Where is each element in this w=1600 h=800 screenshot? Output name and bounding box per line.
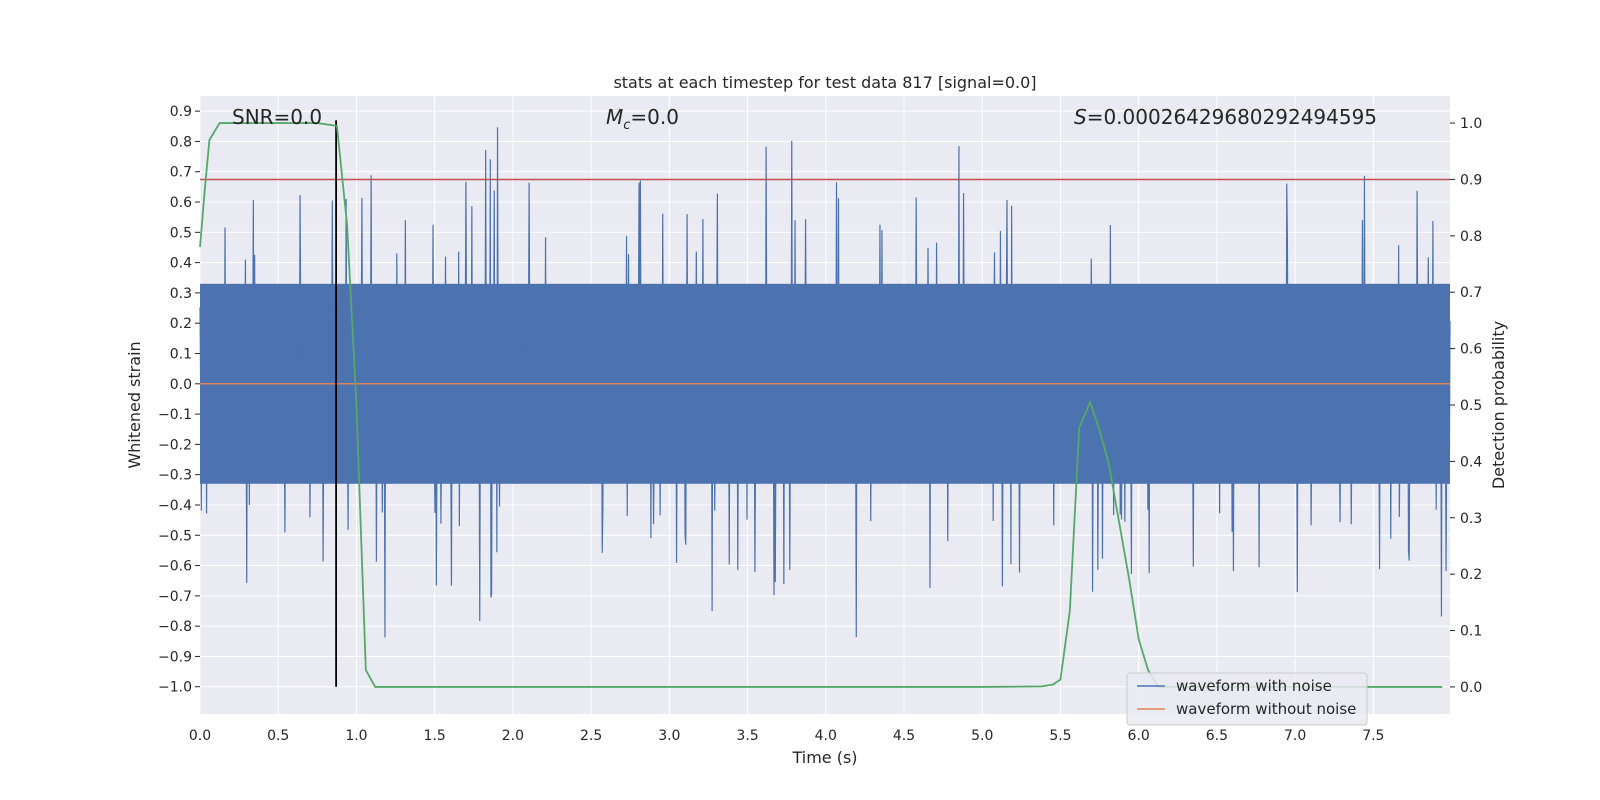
probability-line — [199, 122, 1443, 688]
y-tick-label: 0.0 — [170, 377, 192, 393]
y-tick-label: 0.9 — [170, 104, 192, 120]
y-tick-label: −0.6 — [158, 559, 192, 575]
y2-tick-label: 1.0 — [1460, 116, 1482, 132]
y2-tick-label: 0.1 — [1460, 624, 1482, 640]
x-tick-label: 7.0 — [1284, 728, 1306, 744]
x-tick-label: 5.0 — [971, 728, 993, 744]
x-axis-label: Time (s) — [791, 748, 857, 767]
legend-box — [1126, 672, 1368, 726]
y2-tick-label: 0.9 — [1460, 172, 1482, 188]
s-annotation: S=0.00026429680292494595 — [1074, 105, 1377, 129]
snr-annotation: SNR=0.0 — [232, 105, 322, 129]
x-tick-label: 1.5 — [424, 728, 446, 744]
noise-line — [199, 127, 1451, 638]
y2-tick-label: 0.5 — [1460, 398, 1482, 414]
legend-label-noise: waveform with noise — [1176, 677, 1332, 695]
y-axis-right-ticks: 1.0 0.9 0.8 0.7 0.6 0.5 0.4 0.3 0.2 0.1 0.0 — [1450, 116, 1482, 696]
x-tick-label: 6.0 — [1128, 728, 1150, 744]
y2-axis-label: Detection probability — [1489, 321, 1508, 489]
chart-title: stats at each timestep for test data 817… — [613, 73, 1036, 92]
y2-tick-label: 0.7 — [1460, 285, 1482, 301]
x-tick-label: 5.5 — [1049, 728, 1071, 744]
y-tick-label: 0.6 — [170, 195, 192, 211]
x-tick-label: 1.0 — [345, 728, 367, 744]
y-tick-label: 0.5 — [170, 225, 192, 241]
x-tick-label: 7.5 — [1362, 728, 1384, 744]
y-axis-left-ticks: 0.9 0.8 0.7 0.6 0.5 0.4 0.3 0.2 0.1 0.0 −0.1 −0.2 −0… — [158, 104, 200, 696]
y-tick-label: −0.8 — [158, 619, 192, 635]
y2-tick-label: 0.8 — [1460, 229, 1482, 245]
legend: waveform with noise waveform without noi… — [1126, 672, 1368, 726]
y-tick-label: 0.7 — [170, 165, 192, 181]
x-tick-label: 3.5 — [736, 728, 758, 744]
y-tick-label: 0.2 — [170, 316, 192, 332]
x-tick-label: 4.0 — [815, 728, 837, 744]
y-tick-label: 0.4 — [170, 256, 192, 272]
legend-label-clean: waveform without noise — [1176, 700, 1356, 718]
s-symbol: S — [1074, 105, 1087, 129]
chirp-mass-subscript: c — [623, 118, 630, 133]
x-tick-label: 2.0 — [502, 728, 524, 744]
series-detection-probability — [199, 122, 1443, 688]
y-tick-label: −0.9 — [158, 649, 192, 665]
x-tick-label: 0.5 — [267, 728, 289, 744]
y-tick-label: −0.5 — [158, 528, 192, 544]
chirp-mass-value: =0.0 — [630, 105, 679, 129]
y-tick-label: 0.1 — [170, 347, 192, 363]
y2-tick-label: 0.4 — [1460, 454, 1482, 470]
x-tick-label: 2.5 — [580, 728, 602, 744]
x-tick-label: 0.0 — [189, 728, 211, 744]
y-tick-label: −0.3 — [158, 468, 192, 484]
y-tick-label: 0.8 — [170, 134, 192, 150]
s-value: =0.00026429680292494595 — [1087, 105, 1377, 129]
y-tick-label: 0.3 — [170, 286, 192, 302]
y2-tick-label: 0.3 — [1460, 511, 1482, 527]
y2-tick-label: 0.0 — [1460, 680, 1482, 696]
y-axis-label: Whitened strain — [125, 341, 144, 468]
x-tick-label: 4.5 — [893, 728, 915, 744]
chirp-mass-symbol: M — [606, 105, 623, 129]
y-tick-label: −0.7 — [158, 589, 192, 605]
y-tick-label: −0.2 — [158, 437, 192, 453]
y2-tick-label: 0.6 — [1460, 342, 1482, 358]
x-tick-label: 6.5 — [1206, 728, 1228, 744]
y-tick-label: −1.0 — [158, 680, 192, 696]
y2-tick-label: 0.2 — [1460, 567, 1482, 583]
chirp-mass-annotation: Mc=0.0 — [606, 105, 679, 133]
y-tick-label: −0.1 — [158, 407, 192, 423]
x-tick-label: 3.0 — [658, 728, 680, 744]
x-axis-ticks: 0.0 0.5 1.0 1.5 2.0 2.5 3.0 3.5 4.0 4.5 5.0 5.5 6.0 6… — [189, 728, 1385, 744]
y-tick-label: −0.4 — [158, 498, 192, 514]
